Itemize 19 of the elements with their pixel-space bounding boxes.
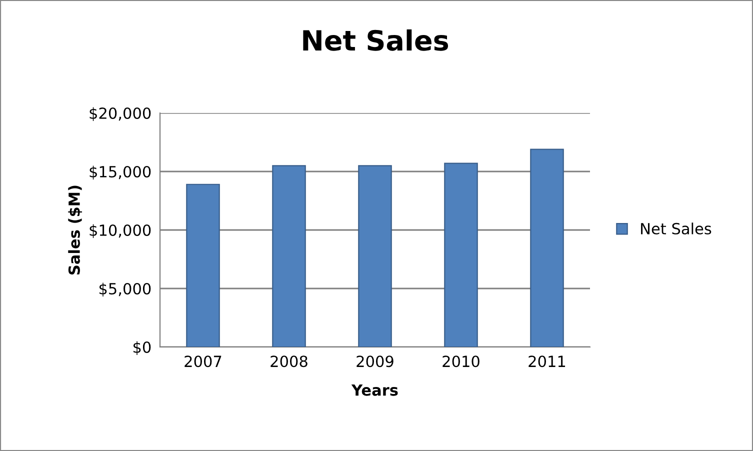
x-axis-title: Years	[351, 384, 398, 396]
y-axis-title: Sales ($M)	[68, 186, 82, 274]
y-tick-label: $15,000	[90, 166, 151, 180]
bar	[272, 165, 306, 347]
y-tick-label: $20,000	[90, 107, 151, 122]
bar	[444, 162, 478, 347]
chart-title: Net Sales	[303, 29, 448, 51]
x-tick-label: 2008	[270, 356, 308, 368]
bar	[358, 165, 392, 347]
legend-label: Net Sales	[641, 222, 712, 234]
bar	[530, 148, 564, 347]
x-tick-label: 2011	[528, 356, 566, 368]
y-tick-label: $0	[133, 341, 151, 356]
bar	[186, 184, 220, 347]
x-tick-label: 2009	[356, 356, 394, 368]
x-tick-label: 2010	[442, 356, 480, 368]
y-tick-label: $10,000	[90, 224, 151, 238]
y-tick-label: $5,000	[99, 282, 151, 297]
x-tick-label: 2007	[184, 356, 222, 368]
